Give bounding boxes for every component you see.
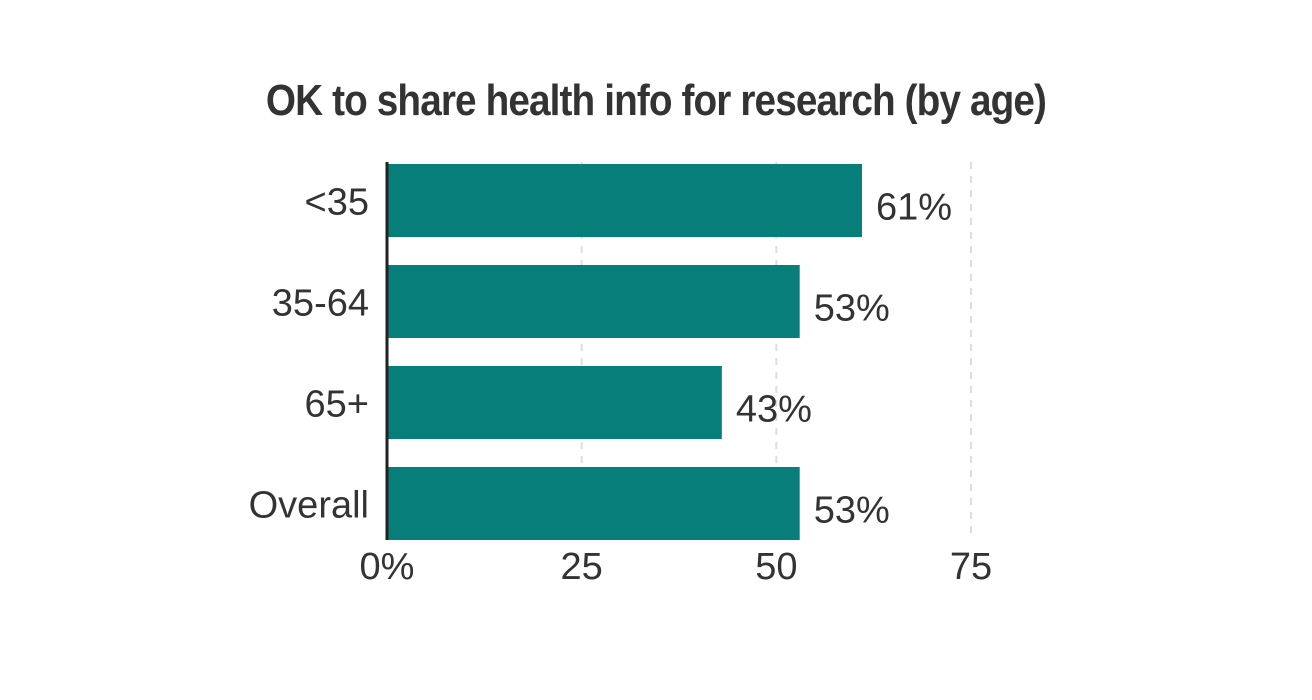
value-label: 61% xyxy=(876,187,952,229)
x-tick-label: 75 xyxy=(950,546,992,588)
label-layer: <35 61% 35-64 53% 65+ 43% Overall 53% 0% 25 50 75 xyxy=(249,182,993,589)
value-label: 53% xyxy=(814,490,890,532)
category-label: Overall xyxy=(249,485,369,527)
category-label: 35-64 xyxy=(272,283,369,325)
bar xyxy=(387,467,800,540)
bar xyxy=(387,265,800,338)
bar xyxy=(387,164,862,237)
x-tick-label: 25 xyxy=(561,546,603,588)
x-tick-label: 50 xyxy=(755,546,797,588)
category-label: 65+ xyxy=(305,384,369,426)
chart-title: OK to share health info for research (by… xyxy=(265,76,1047,125)
value-label: 53% xyxy=(814,288,890,330)
bar-layer xyxy=(387,164,862,540)
bar xyxy=(387,366,722,439)
category-label: <35 xyxy=(305,182,369,224)
x-tick-label: 0% xyxy=(360,546,415,588)
value-label: 43% xyxy=(736,389,812,431)
